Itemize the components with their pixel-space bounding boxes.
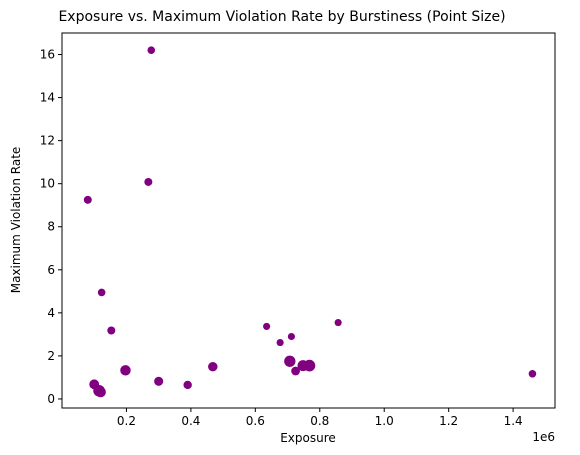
data-point <box>291 366 300 376</box>
data-point <box>83 195 92 204</box>
y-axis-ticks: 0 2 4 6 8 10 12 14 16 <box>40 48 62 406</box>
y-tick-label: 2 <box>47 349 55 363</box>
data-point <box>287 332 296 341</box>
y-tick-label: 12 <box>40 134 55 148</box>
y-axis-label: Maximum Violation Rate <box>9 147 23 294</box>
data-point <box>144 177 153 186</box>
data-point <box>528 369 537 378</box>
x-tick-label: 1.2 <box>439 414 458 428</box>
data-point <box>107 326 116 335</box>
y-tick-label: 14 <box>40 91 55 105</box>
data-point <box>120 365 131 376</box>
data-point <box>276 338 284 347</box>
x-axis-label: Exposure <box>280 431 336 445</box>
data-point <box>97 288 106 297</box>
y-tick-label: 6 <box>47 263 55 277</box>
data-point <box>183 380 192 390</box>
x-tick-label: 0.6 <box>246 414 265 428</box>
data-point <box>303 359 316 372</box>
x-axis-ticks: 0.2 0.4 0.6 0.8 1.0 1.2 1.4 <box>117 408 523 428</box>
data-point <box>284 355 296 367</box>
chart-title: Exposure vs. Maximum Violation Rate by B… <box>58 9 505 25</box>
data-point <box>147 46 156 55</box>
x-tick-label: 0.4 <box>181 414 200 428</box>
y-tick-label: 16 <box>40 48 55 62</box>
y-tick-label: 10 <box>40 177 55 191</box>
y-tick-label: 8 <box>47 220 55 234</box>
data-point <box>334 318 342 327</box>
data-point <box>263 322 271 330</box>
x-axis-offset-label: 1e6 <box>532 430 555 444</box>
x-tick-label: 1.0 <box>375 414 394 428</box>
y-tick-label: 0 <box>47 392 55 406</box>
points-layer <box>83 46 537 398</box>
x-tick-label: 0.8 <box>310 414 329 428</box>
x-tick-label: 1.4 <box>504 414 523 428</box>
x-tick-label: 0.2 <box>117 414 136 428</box>
data-point <box>208 361 218 372</box>
y-tick-label: 4 <box>47 306 55 320</box>
plot-frame <box>61 32 556 409</box>
data-point <box>154 376 164 386</box>
data-point <box>95 386 106 398</box>
